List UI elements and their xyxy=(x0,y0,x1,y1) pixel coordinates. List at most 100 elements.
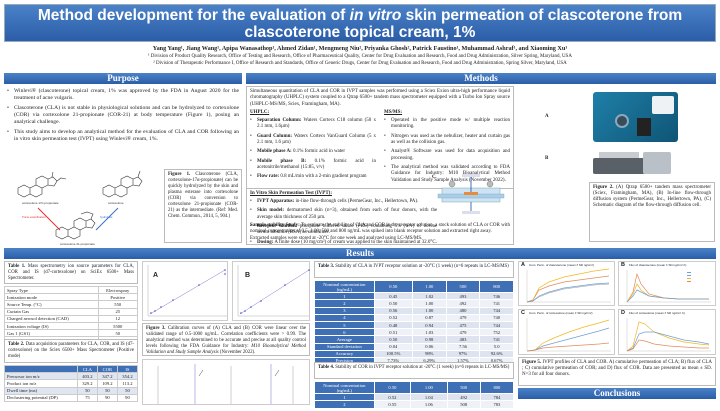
table-cell: 508 xyxy=(446,400,481,409)
table-cell: 783 xyxy=(479,400,515,409)
table4-caption: Table 4. Stability of COR in IVPT recept… xyxy=(314,362,514,379)
table-cell: 1.00 xyxy=(411,299,447,308)
table3-caption: Table 3. Stability of CLA in IVPT recept… xyxy=(314,261,514,278)
table-row: Ionization mode Positive xyxy=(4,293,138,302)
table-row: Declustering potential (DP) 75 90 90 xyxy=(4,393,139,402)
table-cell: 90 xyxy=(96,393,118,402)
col-header: CLA xyxy=(76,364,98,374)
table-cell: Ionization mode xyxy=(4,293,99,302)
table-cell: 97% xyxy=(445,349,481,358)
figure5-panel-d: D Flux of cortexolone (mean ± SD ng/cm²·… xyxy=(618,309,716,355)
uhplc-item: Separation Column: Waters Cortecs C18 co… xyxy=(250,118,376,131)
table2: CLA COR IS Precursor ion m/z 403.2 347.2 35… xyxy=(4,364,139,402)
col-header: 800 xyxy=(479,380,515,395)
table-cell: 92.6% xyxy=(479,349,514,358)
table-cell: 1.02 xyxy=(411,292,447,301)
panel-label: C xyxy=(521,310,525,316)
svg-text:C: C xyxy=(432,175,436,180)
table-cell: 5 xyxy=(314,320,375,330)
table-cell: 550 xyxy=(97,300,138,309)
table-cell: 3 xyxy=(314,306,375,315)
caption-text: Stability of CLA in IVPT receptor soluti… xyxy=(335,264,509,269)
table-cell: 5.0 xyxy=(479,342,514,351)
table-cell: 4 xyxy=(314,313,375,322)
item-text: Waters Cortecs VanGuard Column (5 x 2.1 … xyxy=(257,133,377,146)
figure2-label-a: A xyxy=(545,114,549,119)
table-cell: Accuracy xyxy=(314,349,375,358)
table-row: Curtain Gas 25 xyxy=(4,307,138,316)
figure2-caption: Figure 2. (A) Qtrap 6500+ tandem mass sp… xyxy=(589,182,715,242)
affiliation-1: ¹ Division of Product Quality Research, … xyxy=(148,54,572,59)
msms-item: Analyst® Software was used for data acqu… xyxy=(384,149,510,162)
caption-label: Figure 2. xyxy=(593,185,614,190)
table-row: 1 0.45 1.02 493 746 xyxy=(314,292,514,301)
table-row: Gas 1 (GS1) 50 xyxy=(4,329,138,338)
table-cell: 90 xyxy=(116,393,139,402)
table-cell: 2 xyxy=(314,299,375,308)
methods-intro: Simultaneous quantitation of CLA and COR… xyxy=(250,89,510,107)
col-header: 1.00 xyxy=(410,380,448,395)
panel-title: Flux of clascoterone (mean ± SD ng/cm²·h… xyxy=(629,263,687,267)
table-row: Source Temp. (°C) 550 xyxy=(4,300,138,309)
item-text: in-line flow-through cells (PermeGear, I… xyxy=(294,199,419,205)
table-cell: 12 xyxy=(97,314,138,323)
table-cell: 744 xyxy=(479,320,514,330)
table-cell: Curtain Gas xyxy=(4,307,99,316)
item-text: phosphate buffered saline (PBS) containi… xyxy=(257,224,438,236)
table-row: Average 0.50 0.98 483 741 xyxy=(314,335,514,344)
table2-caption: Table 2. Data acquisition parameters for… xyxy=(4,339,138,363)
uhplc-item: Guard Column: Waters Cortecs VanGuard Co… xyxy=(250,134,376,147)
table-cell: Source Temp. (°C) xyxy=(4,300,99,309)
caption-label: Table 2. xyxy=(8,342,25,347)
table-cell: Declustering potential (DP) xyxy=(4,393,78,402)
table-row: 1 0.52 1.04 492 784 xyxy=(314,393,515,402)
msms-heading: MS/MS: xyxy=(384,109,403,115)
uhplc-item: Mobile phase A: 0.1% formic acid in wate… xyxy=(250,149,376,156)
purpose-bullet: Clascoterone (CLA) is not stable in phys… xyxy=(7,105,239,126)
cumulative-cor-chart-icon xyxy=(526,318,611,352)
table-cell: 329.2 xyxy=(76,379,98,388)
col-header: 0.50 xyxy=(373,380,412,395)
table-cell: 50 xyxy=(76,386,98,395)
figure5-caption: Figure 5. IVPT profiles of CLA and COR. … xyxy=(518,357,716,386)
table-cell: 0.55 xyxy=(373,400,412,409)
figure5-panel-c: C Cum. Perm. of cortexolone (mean ± SD n… xyxy=(518,309,615,355)
item-text: To evaluate the stability of CLA and COR… xyxy=(250,223,510,241)
item-text: 0.1% formic acid in acetonitrile/methano… xyxy=(257,158,376,170)
svg-text:cortexolone 21-propionate: cortexolone 21-propionate xyxy=(60,242,95,246)
flow-cell-schematic: C xyxy=(428,172,513,216)
flux-cor-chart-icon xyxy=(626,318,711,352)
ivpt-item: IVPT Apparatus: in-line flow-through cel… xyxy=(250,199,437,206)
table-row: 3 0.56 1.00 480 744 xyxy=(314,306,514,315)
svg-text:cortexolone 17α-propionate: cortexolone 17α-propionate xyxy=(22,201,59,205)
table-cell: 1.06 xyxy=(410,400,448,409)
table-cell: 0.50 xyxy=(373,335,413,344)
panel-title: Cum. Perm. of cortexolone (mean ± SD ng/… xyxy=(529,311,593,315)
cumulative-cla-chart-icon xyxy=(526,268,611,303)
calibration-line-b-icon xyxy=(237,265,310,317)
figure5-panel-a: A Cum. Perm. of clascoterone (mean ± SD … xyxy=(518,261,615,306)
table-cell: 347.2 xyxy=(96,372,118,381)
caption-text: IVPT profiles of CLA and COR. A) cumulat… xyxy=(522,360,712,377)
item-label: Skin model: xyxy=(257,208,285,214)
title-text: Method development for the evaluation of xyxy=(37,7,350,24)
col-header: 0.50 xyxy=(373,279,413,294)
mass-spectrometer-image xyxy=(593,92,678,142)
panel-label: D xyxy=(621,310,625,316)
affiliation-2: ² Division of Therapeutic Performance I,… xyxy=(153,60,567,66)
table-cell: 98% xyxy=(411,349,447,358)
caption-label: Table 3. xyxy=(318,264,335,269)
col-header: Nominal concentration (ng/mL) xyxy=(314,279,375,294)
table-cell: 403.2 xyxy=(76,372,98,381)
table-cell: 1 xyxy=(314,393,375,402)
ivpt-item: Receptor solution: phosphate buffered sa… xyxy=(250,224,437,237)
table-cell: Electrospray xyxy=(97,285,138,295)
table-cell: Dwell time (ms) xyxy=(4,386,78,395)
table-cell: 0.87 xyxy=(411,313,447,322)
table-row: Ionization voltage (IS) 5500 xyxy=(4,321,138,331)
table-cell: 0.56 xyxy=(373,306,413,315)
table-cell: 0.06 xyxy=(411,342,447,351)
table-cell: Ionization voltage (IS) xyxy=(4,321,99,331)
item-text: 0.8 mL/min with a 2-min gradient program xyxy=(279,174,367,180)
plot-label: A xyxy=(153,272,159,279)
